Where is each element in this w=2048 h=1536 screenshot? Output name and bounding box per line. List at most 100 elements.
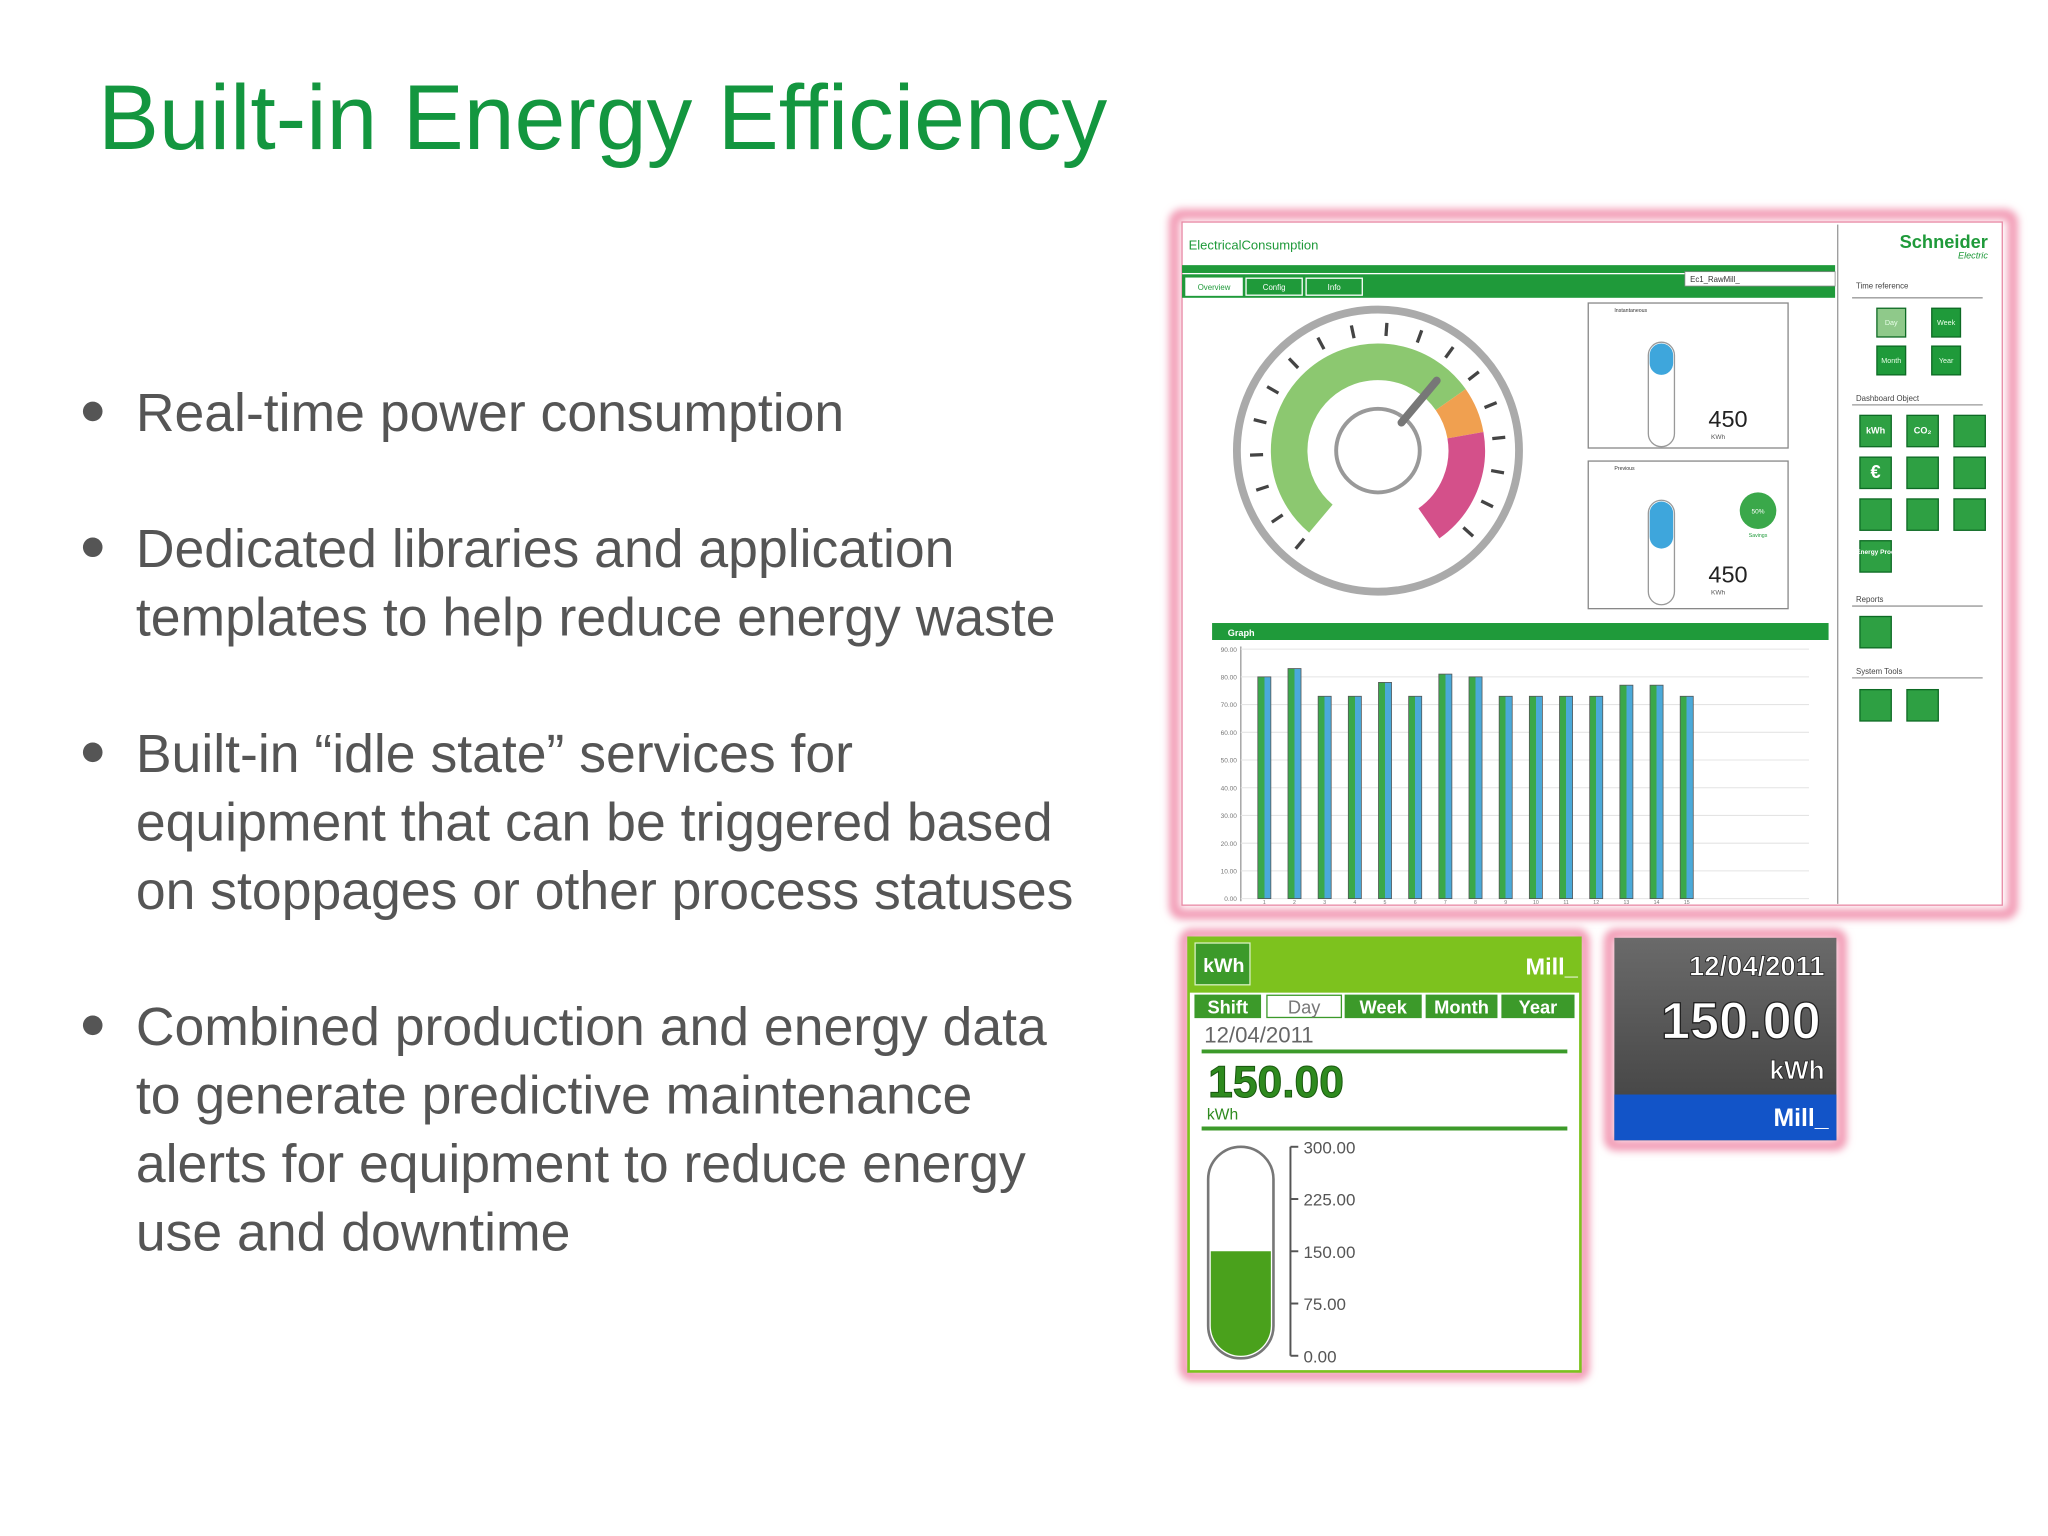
sidebar-heading: Reports	[1856, 595, 1883, 604]
sidebar-heading: System Tools	[1856, 667, 1902, 676]
tab[interactable]	[1305, 277, 1363, 296]
graph-header	[1212, 623, 1829, 640]
object-icon[interactable]	[1953, 498, 1986, 531]
tube-fill	[1649, 343, 1674, 375]
scale-label: 0.00	[1304, 1347, 1337, 1366]
previous-box	[1587, 460, 1789, 610]
widget-tab[interactable]	[1501, 994, 1575, 1019]
bar	[1619, 684, 1634, 900]
tab-label[interactable]: Info	[1328, 283, 1342, 292]
bar	[1649, 684, 1664, 900]
box-title: Previous	[1614, 466, 1635, 472]
time-button[interactable]	[1931, 345, 1962, 376]
time-button[interactable]	[1931, 307, 1962, 338]
gauge-tick	[1492, 435, 1506, 441]
bar	[1287, 668, 1302, 900]
gauge-tick	[1270, 513, 1284, 524]
object-icon[interactable]	[1859, 414, 1892, 448]
time-button[interactable]	[1876, 345, 1907, 376]
bar	[1408, 695, 1423, 900]
widget-tab[interactable]	[1344, 994, 1422, 1019]
gauge-needle	[1397, 376, 1441, 427]
time-button-label[interactable]: Week	[1937, 319, 1956, 327]
bar	[1589, 695, 1604, 900]
widget-tab-label[interactable]: Month	[1434, 997, 1489, 1018]
bullet-text: Built-in “idle state” services for	[136, 725, 853, 784]
object-icon[interactable]	[1859, 498, 1892, 531]
x-tick-label: 5	[1384, 900, 1387, 906]
report-icon[interactable]	[1859, 615, 1892, 649]
object-icon[interactable]	[1906, 414, 1939, 448]
time-button[interactable]	[1876, 307, 1907, 338]
icon-label[interactable]: CO₂	[1914, 426, 1932, 436]
y-tick-label: 50.00	[1221, 758, 1238, 765]
widget-tab-label[interactable]: Year	[1519, 997, 1558, 1018]
widget-tab[interactable]	[1425, 994, 1498, 1019]
tool-icon[interactable]	[1906, 688, 1939, 722]
x-tick-label: 14	[1654, 900, 1660, 906]
x-tick-label: 2	[1293, 900, 1296, 906]
bullet-dot	[82, 1015, 103, 1036]
display-unit: kWh	[1770, 1055, 1825, 1085]
x-tick-label: 8	[1474, 900, 1477, 906]
object-icon[interactable]	[1953, 414, 1986, 448]
x-tick-label: 13	[1623, 900, 1629, 906]
icon-label[interactable]: €	[1871, 461, 1881, 482]
bullet-text: alerts for equipment to reduce energy	[136, 1135, 1026, 1194]
gauge-tick	[1490, 468, 1505, 475]
bullet-dot	[82, 537, 103, 558]
bar	[1528, 695, 1543, 900]
time-button-label[interactable]: Year	[1939, 357, 1954, 365]
tab[interactable]	[1185, 277, 1243, 296]
bullet-text: use and downtime	[136, 1204, 571, 1263]
y-tick-label: 20.00	[1221, 841, 1238, 848]
display-name: Mill_	[1773, 1105, 1829, 1132]
header-bar	[1182, 265, 1836, 273]
x-tick-label: 12	[1593, 900, 1599, 906]
widget-tab[interactable]	[1266, 994, 1343, 1019]
object-icon[interactable]	[1906, 498, 1939, 531]
x-tick-label: 4	[1353, 900, 1356, 906]
gauge-tick	[1415, 329, 1424, 344]
object-icon[interactable]	[1859, 456, 1892, 490]
bar	[1559, 695, 1573, 900]
glow	[1168, 208, 2018, 920]
object-icon[interactable]	[1953, 456, 1986, 490]
savings-badge	[1739, 492, 1777, 529]
selector[interactable]	[1684, 271, 1836, 287]
icon-label[interactable]: Energy Prod	[1856, 549, 1895, 556]
bullet-text: equipment that can be triggered based	[136, 793, 1053, 852]
gauge-tick	[1255, 484, 1270, 492]
time-button-label[interactable]: Day	[1885, 319, 1898, 327]
bar	[1498, 695, 1513, 900]
tab-label[interactable]: Overview	[1198, 283, 1231, 292]
gauge-tick	[1462, 526, 1475, 538]
tab[interactable]	[1245, 277, 1303, 296]
y-tick-label: 60.00	[1221, 730, 1238, 737]
x-tick-label: 10	[1533, 900, 1539, 906]
gauge-arc	[1270, 343, 1466, 533]
y-tick-label: 30.00	[1221, 813, 1238, 820]
tab-label[interactable]: Config	[1263, 283, 1286, 292]
gauge-tick	[1266, 385, 1280, 395]
display-value: 150.00	[1661, 992, 1821, 1050]
widget-tab-label[interactable]: Week	[1359, 997, 1407, 1018]
x-tick-label: 11	[1563, 900, 1569, 906]
brand: Schneider	[1900, 231, 1988, 252]
y-tick-label: 80.00	[1221, 674, 1238, 681]
time-button-label[interactable]: Month	[1881, 357, 1901, 365]
widget-tab-label[interactable]: Day	[1288, 997, 1321, 1018]
bar	[1347, 695, 1362, 900]
tool-icon[interactable]	[1859, 688, 1892, 722]
widget-tab-label[interactable]: Shift	[1207, 997, 1248, 1018]
bullet-text: to generate predictive maintenance	[136, 1066, 972, 1125]
icon-label[interactable]: kWh	[1866, 426, 1886, 436]
gauge	[1232, 305, 1523, 596]
object-icon[interactable]	[1906, 456, 1939, 490]
bar	[1317, 695, 1332, 900]
bullet-text: Real-time power consumption	[136, 384, 844, 443]
object-icon[interactable]	[1859, 540, 1892, 573]
gauge-arc	[1417, 432, 1486, 539]
bar	[1438, 673, 1453, 900]
widget-tab[interactable]	[1194, 994, 1262, 1019]
